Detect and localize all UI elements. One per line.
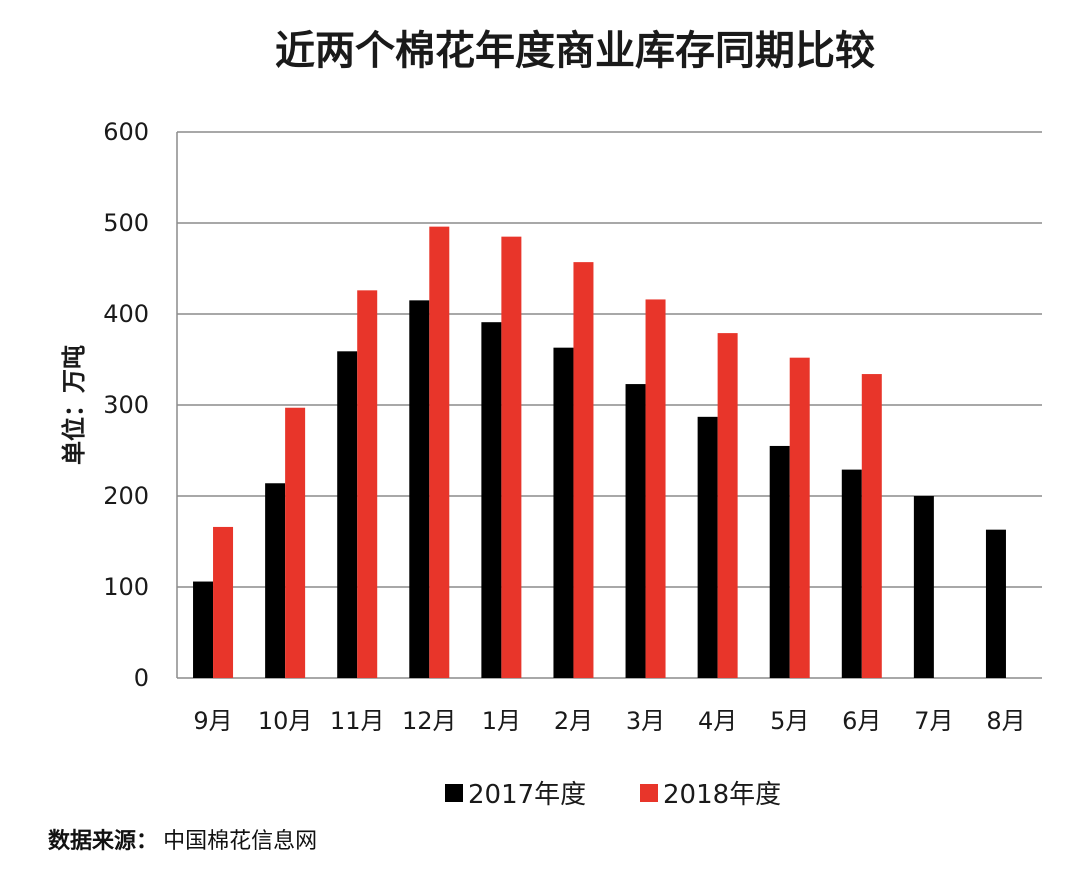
y-axis-label: 单位：万吨 [60,345,88,465]
bar-2017-9 [841,469,862,678]
bar-2018-0 [213,526,234,678]
y-tick-label: 500 [103,209,149,237]
source-label: 数据来源： [48,828,158,854]
x-tick-label: 12月 [402,707,457,735]
x-tick-label: 4月 [698,707,737,735]
x-axis-ticks: 9月 10月 11月 12月 1月 2月 3月 4月 5月 6月 7月 8月 [193,707,1025,735]
bar-2018-7 [717,333,738,678]
y-tick-label: 300 [103,391,149,419]
bar-2018-2 [357,290,378,678]
x-tick-label: 7月 [914,707,953,735]
bar-2017-2 [337,351,358,678]
legend-swatch-2018 [640,784,658,802]
legend: 2017年度 2018年度 [445,780,781,810]
x-tick-label: 5月 [770,707,809,735]
x-tick-label: 2月 [554,707,593,735]
bars [193,226,1006,678]
bar-2017-10 [913,496,934,678]
x-tick-label: 6月 [842,707,881,735]
source-value: 中国棉花信息网 [163,829,317,854]
x-tick-label: 11月 [330,707,385,735]
y-tick-label: 100 [103,573,149,601]
x-tick-label: 1月 [482,707,521,735]
bar-2017-3 [409,300,430,678]
y-axis-ticks: 0 100 200 300 400 500 600 [103,118,149,692]
x-tick-label: 8月 [986,707,1025,735]
x-tick-label: 3月 [626,707,665,735]
legend-swatch-2017 [445,784,463,802]
y-tick-label: 200 [103,482,149,510]
y-tick-label: 400 [103,300,149,328]
chart-title: 近两个棉花年度商业库存同期比较 [275,28,875,74]
bar-2018-3 [429,226,450,678]
bar-2017-0 [193,581,214,678]
bar-2018-4 [501,236,522,678]
bar-2018-9 [861,374,882,678]
legend-label-2017: 2017年度 [468,780,586,810]
y-tick-label: 0 [134,664,149,692]
legend-label-2018: 2018年度 [663,780,781,810]
x-tick-label: 10月 [258,707,313,735]
bar-2017-6 [625,384,646,678]
bar-2017-1 [265,483,286,678]
bar-2018-8 [789,357,810,678]
bar-2018-1 [285,407,306,678]
source-note: 数据来源： 中国棉花信息网 [48,828,317,854]
y-tick-label: 600 [103,118,149,146]
bar-2017-11 [985,529,1006,678]
bar-2017-7 [697,416,718,678]
bar-2017-4 [481,322,502,678]
x-tick-label: 9月 [193,707,232,735]
gridlines [177,131,1042,679]
bar-2017-5 [553,347,574,678]
bar-2018-6 [645,299,666,678]
bar-2018-5 [573,262,594,678]
bar-2017-8 [769,445,790,678]
